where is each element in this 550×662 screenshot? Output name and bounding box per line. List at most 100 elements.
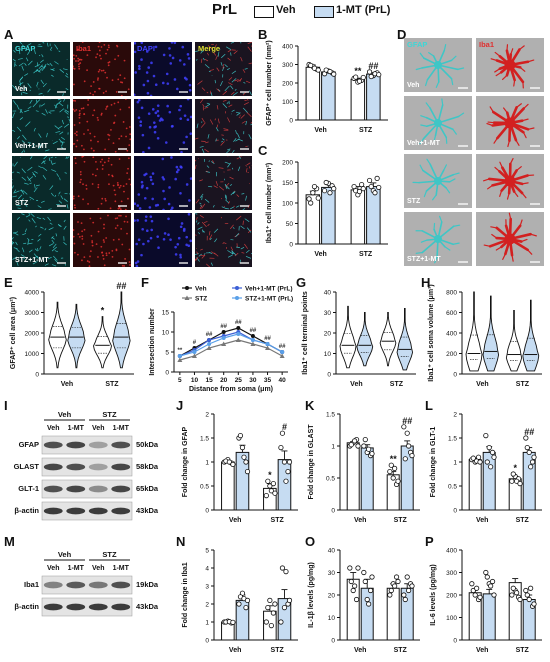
- x-tick-label: 30: [249, 377, 257, 384]
- speckle: [96, 53, 99, 56]
- speckle: [185, 235, 189, 239]
- x-category-label: Veh: [476, 381, 488, 388]
- speckle: [174, 177, 177, 181]
- fiber: [224, 184, 230, 190]
- data-point: [531, 454, 537, 460]
- speckle: [126, 221, 129, 223]
- speckle: [74, 251, 76, 254]
- speckle: [142, 242, 145, 246]
- speckle: [118, 214, 120, 217]
- speckle: [79, 62, 82, 64]
- data-point: [488, 464, 494, 470]
- fiber: [221, 140, 223, 143]
- process-branch: [499, 161, 503, 169]
- process-branch: [510, 48, 514, 56]
- speckle: [127, 197, 129, 200]
- speckle: [171, 206, 174, 210]
- x-tick-label: 20: [220, 377, 228, 384]
- fiber: [54, 44, 59, 50]
- speckle: [86, 69, 88, 72]
- fiber: [66, 116, 70, 118]
- speckle: [73, 124, 76, 126]
- data-point: [241, 454, 247, 460]
- blot-band: [43, 581, 63, 589]
- speckle: [134, 261, 138, 265]
- fiber: [24, 73, 29, 77]
- x-axis-label: Distance from soma (μm): [189, 386, 273, 393]
- speckle: [89, 92, 92, 95]
- fiber: [241, 120, 246, 124]
- data-point: [376, 184, 382, 191]
- data-point: [315, 67, 321, 73]
- fiber: [22, 134, 27, 140]
- data-point: [523, 587, 529, 594]
- speckle: [163, 197, 166, 201]
- speckle: [137, 193, 141, 196]
- significance-marker: ##: [368, 61, 378, 71]
- fiber: [59, 69, 65, 73]
- speckle: [99, 217, 102, 220]
- fiber: [34, 256, 37, 260]
- data-point: [372, 190, 378, 196]
- fiber: [12, 58, 16, 62]
- data-point: [362, 436, 368, 443]
- fiber: [42, 217, 46, 220]
- fiber: [29, 99, 33, 104]
- speckle: [107, 138, 110, 141]
- speckle: [107, 64, 110, 67]
- speckle: [179, 191, 182, 195]
- fiber: [25, 57, 29, 62]
- cell-soma: [504, 59, 516, 71]
- speckle: [129, 133, 131, 136]
- data-point: [524, 592, 530, 598]
- data-point: [376, 72, 382, 78]
- blot-strip: [41, 575, 133, 595]
- y-tick-label: 1: [453, 460, 457, 467]
- fiber: [222, 66, 225, 72]
- bar: [221, 461, 235, 511]
- fiber: [215, 55, 218, 60]
- data-point: [263, 619, 269, 625]
- fiber: [228, 104, 233, 108]
- speckle: [163, 232, 167, 235]
- fiber: [13, 189, 17, 194]
- speckle: [75, 145, 78, 148]
- speckle: [134, 93, 136, 96]
- data-point: [528, 585, 534, 591]
- fiber: [220, 216, 223, 219]
- data-point: [470, 455, 476, 461]
- data-point: [268, 488, 274, 494]
- speckle: [186, 99, 190, 101]
- x-category-label: STZ: [359, 251, 373, 258]
- process-branch: [499, 190, 503, 197]
- blot-band: [88, 485, 108, 493]
- speckle: [179, 253, 182, 257]
- speckle: [86, 120, 89, 123]
- speckle: [116, 217, 119, 220]
- series-marker: [250, 338, 255, 342]
- y-tick-label: 200: [282, 81, 293, 88]
- process-branch: [443, 43, 447, 52]
- cell-reconstruction-tile: [476, 212, 544, 266]
- data-point: [390, 475, 396, 481]
- speckle: [147, 66, 151, 69]
- speckle: [154, 83, 158, 87]
- fiber: [235, 129, 237, 134]
- blot-band: [66, 603, 86, 611]
- significance-marker: **: [390, 454, 398, 464]
- data-point: [352, 438, 358, 444]
- fiber: [16, 261, 19, 266]
- tile-background: [134, 99, 192, 153]
- speckle: [73, 57, 76, 60]
- fiber: [195, 159, 197, 162]
- data-point: [368, 73, 374, 80]
- fiber: [27, 60, 33, 66]
- speckle: [114, 114, 117, 117]
- panel-letter-f: F: [141, 275, 149, 290]
- violin: [67, 303, 86, 369]
- speckle: [115, 91, 118, 93]
- fiber: [18, 62, 24, 67]
- blot-kda-label: 19kDa: [136, 580, 159, 589]
- speckle: [80, 107, 83, 110]
- fiber: [37, 247, 39, 252]
